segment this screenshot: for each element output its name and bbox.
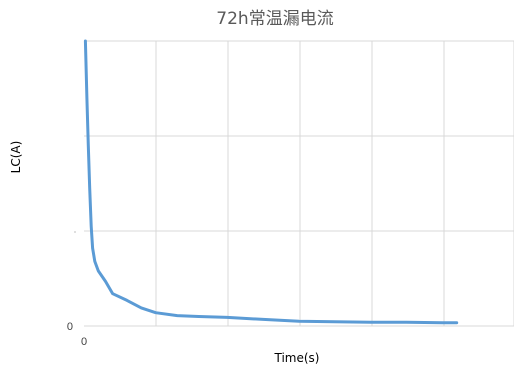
chart-title: 72h常温漏电流 [216,9,333,29]
x-axis-title: Time(s) [274,351,320,365]
y-tick-label-0: 0 [67,321,73,333]
series-layer [83,39,459,325]
gridlines [74,40,514,327]
y-axis-title: LC(A) [9,141,23,174]
x-tick-label-0: 0 [81,336,87,348]
series-line-0 [83,39,459,325]
